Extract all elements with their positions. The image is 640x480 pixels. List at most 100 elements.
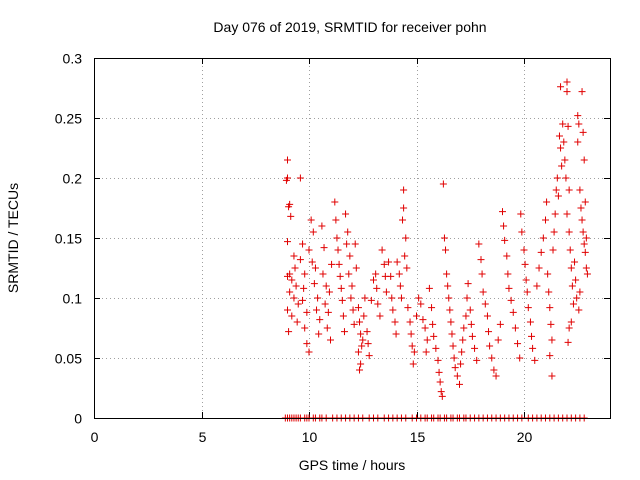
data-point [425,284,433,292]
data-point [563,88,571,96]
data-point [442,246,450,254]
data-point [435,368,443,376]
data-point [428,304,436,312]
data-point [331,198,339,206]
y-tick-label: 0 [74,411,82,427]
data-point [507,296,515,304]
data-point [339,312,347,320]
data-point [395,270,403,278]
y-tick-label: 0.2 [63,171,83,187]
data-point [481,300,489,308]
data-point [407,330,415,338]
data-point [313,306,321,314]
data-point [550,228,558,236]
data-point [408,342,416,350]
data-point [307,216,315,224]
data-point [333,234,341,242]
data-point [396,282,404,290]
data-point [575,306,583,314]
data-point [423,336,431,344]
data-point [471,344,479,352]
data-point [450,354,458,362]
data-point [511,324,519,332]
data-point [564,338,572,346]
data-point [524,304,532,312]
data-point [583,270,591,278]
data-point [290,294,298,302]
data-point [421,324,429,332]
data-point [348,282,356,290]
data-point [286,288,294,296]
data-point [486,342,494,350]
data-point [316,316,324,324]
data-point [572,276,580,284]
data-point [336,272,344,280]
data-point [529,344,537,352]
data-point [548,372,556,380]
data-point [496,320,504,328]
data-point [359,336,367,344]
data-point [577,204,585,212]
data-point [344,228,352,236]
data-point [404,304,412,312]
data-point [323,324,331,332]
x-tick-label: 10 [302,429,318,445]
data-point [430,332,438,340]
x-tick-label: 15 [410,429,426,445]
data-point [573,294,581,302]
data-point [419,316,427,324]
data-point [282,176,290,184]
data-point [403,264,411,272]
data-point [500,222,508,230]
data-point [303,340,311,348]
data-point [374,300,382,308]
data-point [468,332,476,340]
data-point [354,348,362,356]
data-point [318,222,326,230]
data-point [376,312,384,320]
data-point [543,198,551,206]
data-point [580,240,588,248]
data-point [517,210,525,218]
data-point [565,186,573,194]
data-point [347,294,355,302]
data-point [555,132,563,140]
data-point [559,120,567,128]
data-point [579,128,587,136]
data-point [553,174,561,182]
plot-frame [94,58,611,419]
data-point [438,392,446,400]
data-point [429,320,437,328]
data-point [387,272,395,280]
y-tick-label: 0.05 [55,351,82,367]
data-point [284,272,291,280]
data-point [294,300,302,308]
data-point [561,156,569,164]
data-point [490,366,498,374]
data-point [422,348,430,356]
data-point [399,216,407,224]
data-point [334,246,342,254]
data-point [319,270,327,278]
data-point [389,306,397,314]
data-point [327,336,334,344]
data-point [332,216,340,224]
data-point [310,280,318,288]
data-point [576,186,584,194]
data-point [356,318,364,326]
data-point [544,270,552,278]
data-point [518,228,526,236]
data-point [345,270,353,278]
data-point [288,312,296,320]
data-point [406,318,414,326]
data-point [473,356,481,364]
data-point [370,276,377,284]
data-point [522,276,530,284]
data-point [505,284,513,292]
data-point [413,312,420,320]
data-point [554,192,562,200]
y-tick-label: 0.3 [63,51,83,67]
data-point [451,364,459,372]
data-point [322,282,330,290]
data-point [301,270,309,278]
